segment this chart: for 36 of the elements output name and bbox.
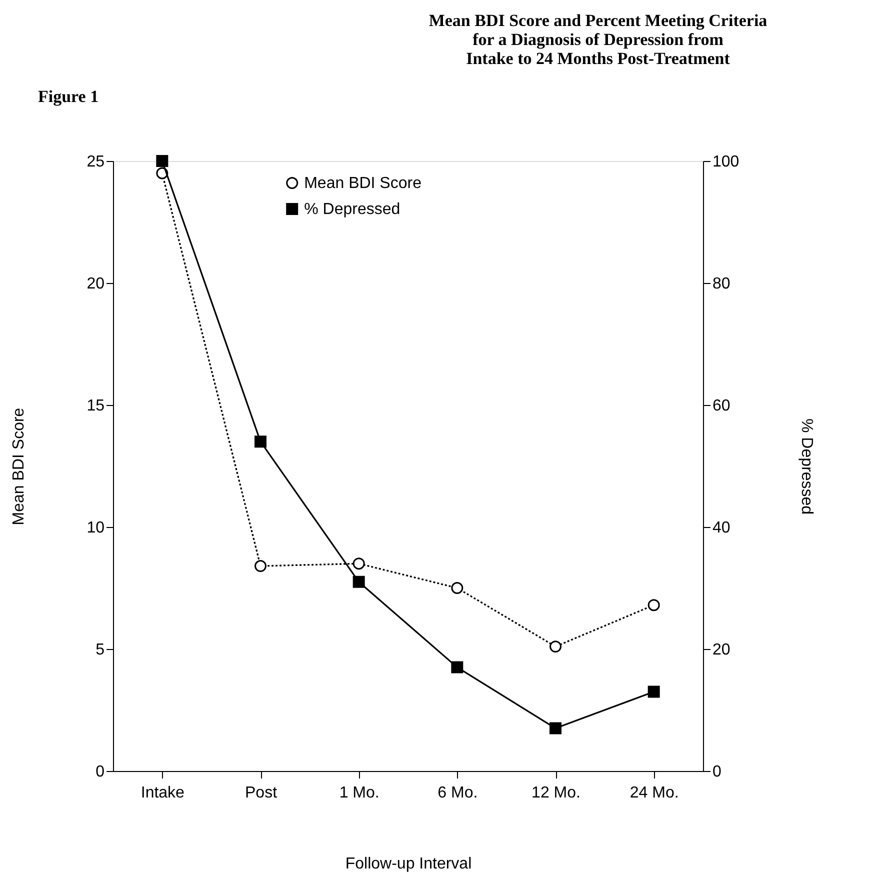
x-tick-label: 1 Mo.	[339, 784, 380, 802]
y2-tick-label: 40	[712, 520, 730, 536]
x-axis-title: Follow-up Interval	[345, 856, 472, 872]
point	[648, 599, 660, 612]
point	[550, 722, 562, 734]
point	[352, 576, 365, 588]
x-tick-label: Intake	[140, 784, 185, 802]
point	[254, 436, 266, 448]
point	[550, 640, 562, 653]
y2-tick-label: 60	[712, 398, 730, 414]
y-tick-label: 10	[86, 520, 105, 536]
y-tick-label: 15	[86, 398, 105, 414]
chart-title: Mean BDI Score and Percent Meeting Criteria for a Diagnosis of Depression from Intake to 24 Months Post-Treatment	[428, 11, 768, 68]
x-tick-label: 6 Mo.	[438, 784, 478, 802]
caption: Figure 1	[38, 87, 99, 106]
y2-tick-label: 0	[712, 764, 722, 780]
y2-axis-title: % Depressed	[798, 418, 816, 515]
point	[451, 582, 464, 594]
y2-tick-label: 20	[712, 642, 730, 658]
legend-label: Mean BDI Score	[304, 175, 422, 192]
point	[156, 155, 168, 167]
x-tick-label: 12 Mo.	[532, 784, 580, 802]
y-axis-title: Mean BDI Score	[10, 408, 28, 526]
y-tick-label: 25	[86, 154, 105, 170]
x-tick-label: Post	[244, 784, 278, 802]
point	[254, 560, 266, 572]
y2-tick-label: 80	[712, 276, 730, 292]
x-tick-label: 24 Mo.	[630, 784, 679, 802]
point	[648, 686, 660, 698]
y2-tick-label: 100	[712, 154, 740, 170]
y-tick-label: 5	[96, 642, 105, 658]
y-tick-label: 20	[86, 276, 105, 292]
point	[451, 661, 464, 674]
y-tick-label: 0	[96, 764, 105, 780]
legend-label: % Depressed	[304, 201, 400, 218]
point	[352, 558, 365, 570]
